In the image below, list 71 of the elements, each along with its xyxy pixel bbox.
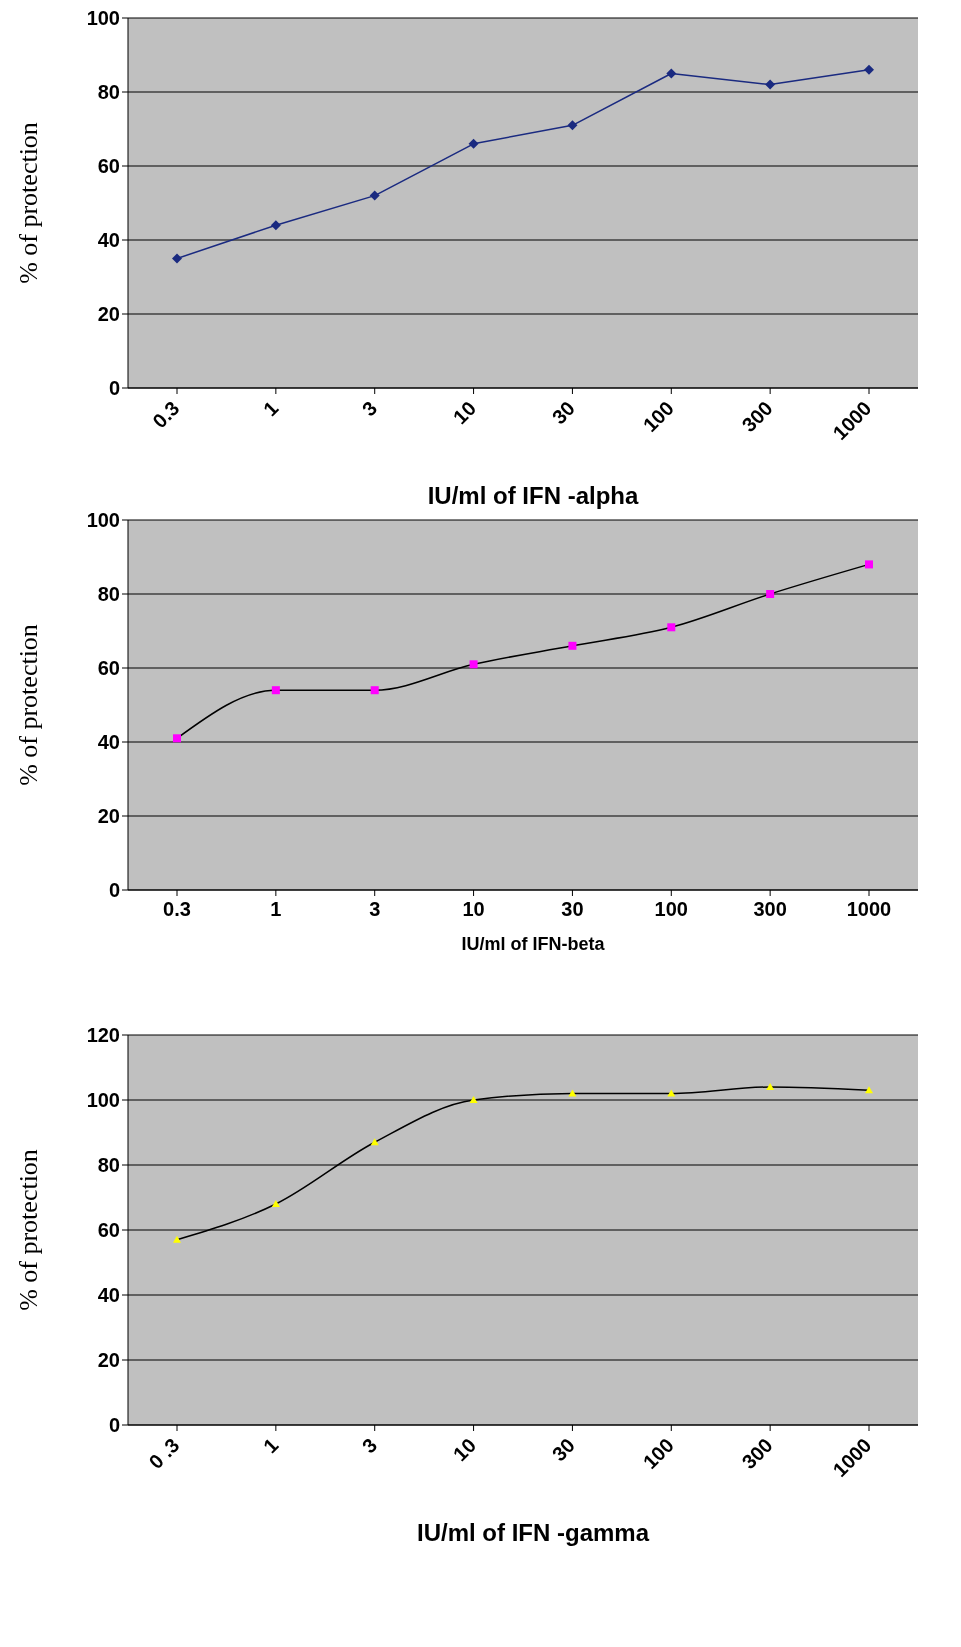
x-tick-label: 1000: [846, 898, 892, 920]
y-tick-label: 60: [97, 155, 120, 178]
x-tick-label: 300: [753, 898, 787, 920]
point: [766, 590, 775, 598]
y-axis-title: % of protection: [14, 624, 44, 786]
point: [369, 190, 380, 201]
x-tick-label: 1: [270, 898, 282, 920]
y-tick-label: 100: [86, 1089, 120, 1112]
x-tick-label: 3: [369, 898, 381, 920]
x-tick-label: 3: [357, 1434, 382, 1458]
y-tick-label: 0: [108, 1414, 120, 1437]
x-tick-label: 100: [638, 1434, 678, 1474]
y-tick-label: 60: [97, 1219, 120, 1242]
y-tick-label: 20: [97, 1349, 120, 1372]
point: [370, 1138, 379, 1146]
point: [865, 560, 873, 569]
y-tick-label: 20: [97, 303, 120, 326]
x-tick-label: 1: [259, 397, 283, 421]
point: [469, 660, 478, 669]
x-tick-label: 1: [259, 1434, 283, 1458]
y-tick-label: 80: [97, 583, 120, 606]
x-tick-label: 10: [462, 898, 485, 920]
point: [468, 138, 479, 149]
point: [865, 1086, 873, 1094]
y-tick-label: 80: [97, 81, 120, 104]
point: [270, 220, 281, 231]
y-tick-label: 120: [86, 1024, 120, 1047]
point: [271, 1200, 280, 1207]
y-axis-title: % of protection: [14, 1149, 44, 1311]
point: [173, 1235, 181, 1243]
x-tick-label: 3: [357, 397, 382, 421]
point: [173, 734, 181, 743]
y-tick-label: 100: [86, 509, 120, 532]
y-tick-label: 0: [108, 879, 120, 902]
point: [370, 686, 379, 695]
x-tick-label: 300: [737, 1434, 777, 1474]
x-tick-label: 30: [547, 397, 579, 429]
y-axis-title: % of protection: [14, 122, 44, 284]
y-tick-label: 40: [97, 229, 120, 252]
point: [667, 623, 676, 632]
point: [667, 1089, 676, 1097]
x-tick-label: 100: [654, 898, 688, 920]
point: [568, 641, 577, 650]
x-tick-label: 30: [561, 898, 584, 920]
x-axis-title: IU/ml of IFN -gamma: [416, 1519, 651, 1547]
y-tick-label: 0: [108, 377, 120, 400]
point: [271, 686, 280, 695]
y-tick-label: 40: [97, 731, 120, 754]
x-tick-label: 0 .3: [144, 1434, 184, 1474]
point: [666, 68, 677, 79]
y-tick-label: 60: [97, 657, 120, 680]
x-axis-title: IU/ml of IFN-beta: [460, 934, 606, 955]
point: [568, 1089, 577, 1097]
point: [469, 1096, 478, 1103]
x-tick-label: 0.3: [163, 898, 191, 920]
point: [864, 64, 874, 75]
y-tick-label: 40: [97, 1284, 120, 1307]
x-axis-title: IU/ml of IFN -alpha: [426, 482, 640, 510]
x-tick-label: 30: [547, 1434, 579, 1466]
point: [172, 253, 182, 264]
x-tick-label: 0.3: [148, 397, 184, 433]
point: [567, 120, 578, 131]
y-tick-label: 100: [86, 7, 120, 30]
x-tick-label: 100: [638, 397, 678, 437]
y-tick-label: 80: [97, 1154, 120, 1177]
x-tick-label: 300: [737, 397, 777, 437]
y-tick-label: 20: [97, 805, 120, 828]
x-tick-label: 10: [448, 397, 481, 429]
point: [765, 79, 776, 90]
point: [766, 1083, 775, 1090]
x-tick-label: 10: [448, 1434, 481, 1466]
